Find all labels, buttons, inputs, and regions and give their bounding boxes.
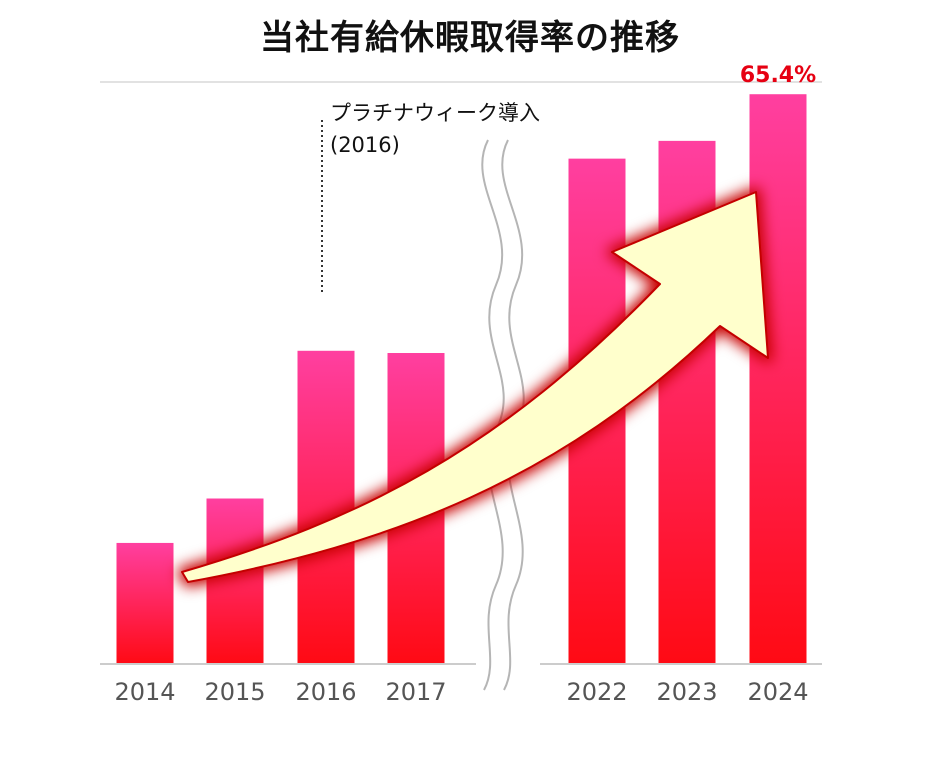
bar-2024: [749, 94, 807, 665]
labels-group: 2014 2015 2016 2017 2022 2023 2024 65.4%: [114, 63, 816, 706]
x-tick-label-2022: 2022: [566, 678, 627, 706]
axis-break-line-left: [481, 139, 505, 691]
x-tick-label-2017: 2017: [385, 678, 446, 706]
bar-2016: [297, 350, 355, 664]
annotation-line-2: (2016): [330, 133, 400, 157]
x-tick-label-2016: 2016: [295, 678, 356, 706]
trend-arrow-body: [181, 191, 769, 583]
bar-2014: [116, 542, 174, 664]
x-tick-label-2023: 2023: [656, 678, 717, 706]
annotation-line-1: プラチナウィーク導入: [330, 101, 540, 125]
trend-arrow: [177, 187, 773, 587]
data-label-2024: 65.4%: [740, 63, 816, 88]
chart-title: 当社有給休暇取得率の推移: [260, 18, 680, 58]
x-tick-label-2015: 2015: [204, 678, 265, 706]
x-tick-label-2014: 2014: [114, 678, 175, 706]
x-tick-label-2024: 2024: [747, 678, 808, 706]
